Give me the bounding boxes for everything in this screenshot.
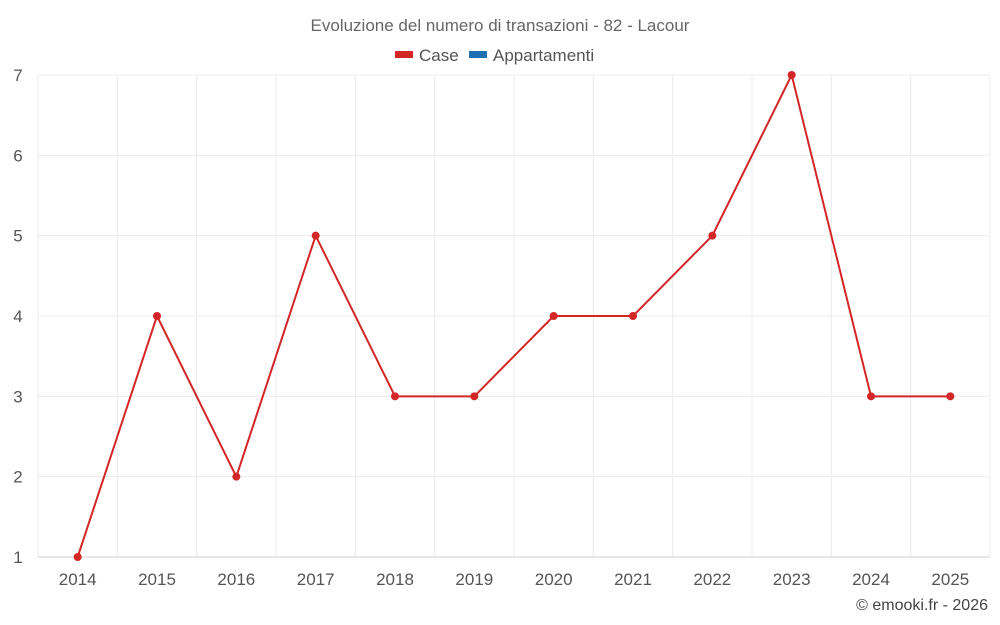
y-axis-ticks: 1 2 3 4 5 6 7 (13, 66, 22, 567)
x-tick-label: 2025 (931, 570, 969, 589)
legend-label-appartamenti: Appartamenti (493, 46, 594, 65)
data-point[interactable] (232, 472, 241, 481)
y-tick-label: 4 (13, 307, 22, 326)
series-layer (73, 71, 955, 561)
data-point[interactable] (867, 392, 875, 401)
x-tick-label: 2020 (535, 570, 573, 589)
data-point[interactable] (311, 231, 320, 240)
series-line-0 (76, 74, 951, 558)
y-tick-label: 5 (13, 227, 22, 246)
legend-swatch-case (395, 51, 413, 58)
data-point[interactable] (946, 392, 955, 401)
credit-text: © emooki.fr - 2026 (856, 597, 988, 614)
x-tick-label: 2024 (852, 570, 890, 589)
data-point[interactable] (629, 312, 637, 320)
x-tick-label: 2014 (59, 570, 97, 589)
x-tick-label: 2018 (376, 570, 414, 589)
y-tick-label: 6 (13, 146, 22, 165)
legend-item-case[interactable]: Case (395, 46, 459, 65)
x-tick-label: 2021 (614, 570, 652, 589)
y-tick-label: 3 (13, 387, 22, 406)
data-point[interactable] (391, 392, 399, 401)
x-tick-label: 2022 (693, 570, 731, 589)
x-tick-label: 2019 (455, 570, 493, 589)
data-point[interactable] (470, 392, 479, 401)
legend-swatch-appartamenti (469, 51, 487, 58)
data-point[interactable] (549, 312, 558, 320)
data-point[interactable] (708, 231, 717, 240)
x-axis-ticks: 2014 2015 2016 2017 2018 2019 2020 2021 2022 2023… (59, 570, 969, 589)
x-tick-label: 2015 (138, 570, 176, 589)
data-point[interactable] (153, 312, 161, 320)
legend-label-case: Case (419, 46, 459, 65)
y-tick-label: 2 (13, 468, 22, 487)
y-tick-label: 7 (13, 66, 22, 85)
legend: Case Appartamenti (395, 46, 594, 65)
x-tick-label: 2017 (297, 570, 335, 589)
data-point[interactable] (73, 553, 82, 561)
x-tick-label: 2016 (217, 570, 255, 589)
x-tick-label: 2023 (773, 570, 811, 589)
y-tick-label: 1 (13, 548, 22, 567)
legend-item-appartamenti[interactable]: Appartamenti (469, 46, 594, 65)
chart-title: Evoluzione del numero di transazioni - 8… (311, 16, 690, 35)
data-point[interactable] (787, 71, 796, 79)
